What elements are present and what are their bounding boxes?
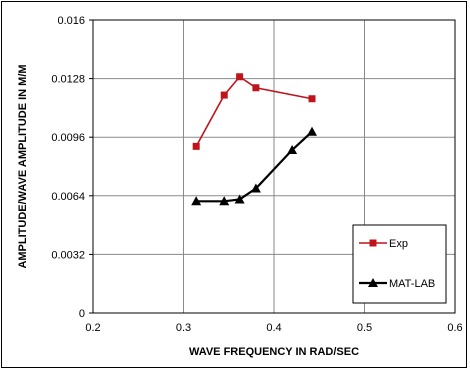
y-tick-label: 0.0096 (51, 132, 85, 144)
data-point-exp (192, 142, 200, 150)
data-point-mat-lab (250, 183, 261, 193)
tick-labels: 0.2 0.3 0.4 0.5 0.6 0 0.0032 0.0064 0.0096 0.0128… (51, 15, 462, 334)
legend-label: Exp (389, 238, 408, 250)
y-tick-label: 0.0128 (51, 74, 85, 86)
data-point-mat-lab (191, 196, 202, 206)
data-point-exp (236, 73, 244, 81)
x-axis-label: WAVE FREQUENCY IN RAD/SEC (189, 346, 359, 358)
y-tick-label: 0.0064 (51, 191, 85, 203)
legend-marker (368, 278, 378, 287)
legend-item-exp: Exp (359, 238, 408, 250)
y-tick-label: 0.016 (57, 15, 85, 27)
plot-area (92, 19, 456, 314)
series-line-mat-lab (196, 130, 313, 203)
data-point-mat-lab (287, 145, 298, 155)
data-point-mat-lab (219, 196, 230, 206)
series-mat-lab (191, 126, 318, 206)
x-tick-label: 0.3 (176, 322, 191, 334)
legend: Exp MAT-LAB (352, 224, 447, 304)
gridlines (93, 20, 455, 313)
y-tick-label: 0 (79, 308, 85, 320)
x-tick-label: 0.4 (266, 322, 281, 334)
data-point-exp (252, 84, 260, 92)
series-exp (192, 73, 316, 150)
y-axis-label: AMPLITUDE/WAVE AMPLITUDE IN M/M (17, 64, 29, 268)
legend-label: MAT-LAB (389, 278, 435, 290)
series-lines (191, 73, 318, 206)
legend-item-mat-lab: MAT-LAB (359, 278, 435, 290)
data-point-mat-lab (307, 126, 318, 136)
x-tick-label: 0.6 (447, 322, 462, 334)
y-tick-label: 0.0032 (51, 249, 85, 261)
data-point-exp (220, 91, 228, 99)
x-tick-label: 0.2 (85, 322, 100, 334)
x-tick-label: 0.5 (357, 322, 372, 334)
data-point-mat-lab (234, 194, 245, 204)
legend-marker (369, 239, 377, 247)
legend-box (352, 224, 447, 304)
data-point-exp (308, 95, 316, 103)
